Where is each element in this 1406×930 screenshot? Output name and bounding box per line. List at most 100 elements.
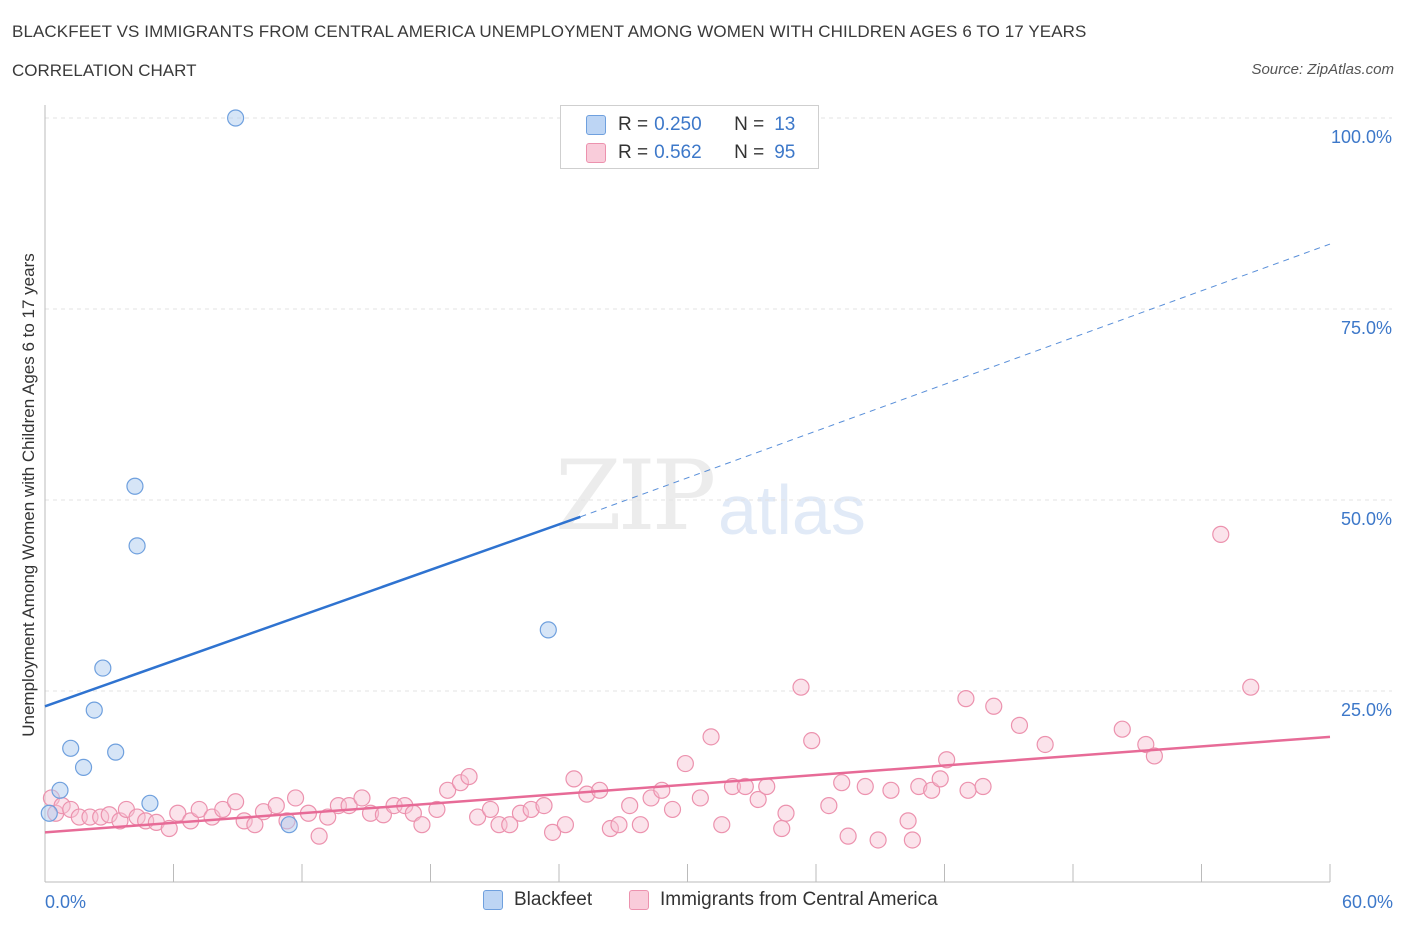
point-central-america — [428, 800, 446, 819]
point-central-america — [957, 690, 975, 708]
point-blackfeet — [94, 659, 112, 677]
point-central-america — [460, 767, 478, 786]
point-central-america — [713, 816, 731, 834]
point-central-america — [601, 819, 620, 838]
point-central-america — [773, 819, 791, 838]
point-central-america — [820, 796, 838, 815]
point-central-america — [543, 823, 562, 841]
point-blackfeet — [51, 781, 69, 799]
point-central-america — [522, 800, 540, 819]
point-central-america — [413, 816, 431, 834]
legend-swatch-central-america — [586, 143, 606, 163]
point-central-america — [856, 777, 874, 796]
point-central-america — [959, 781, 977, 799]
chart-title: BLACKFEET VS IMMIGRANTS FROM CENTRAL AME… — [12, 22, 1087, 41]
point-central-america — [985, 697, 1003, 715]
point-central-america — [903, 831, 921, 849]
y-tick-label: 100.0% — [1331, 127, 1392, 147]
point-central-america — [1137, 735, 1155, 754]
point-blackfeet — [62, 739, 80, 757]
trendline-blackfeet — [44, 515, 581, 708]
point-central-america — [353, 789, 371, 807]
legend-n-label: N = — [734, 142, 765, 163]
point-blackfeet — [40, 804, 58, 822]
legend-swatch-blackfeet — [586, 115, 606, 135]
point-central-america — [286, 789, 305, 807]
point-central-america — [910, 777, 928, 796]
y-tick-label: 25.0% — [1341, 700, 1392, 720]
point-blackfeet — [141, 794, 159, 812]
legend-swatch-blackfeet — [483, 890, 503, 910]
chart-subtitle: CORRELATION CHART — [12, 61, 197, 80]
point-central-america — [481, 800, 500, 819]
point-central-america — [749, 790, 767, 809]
point-central-america — [676, 754, 694, 773]
legend-r-value-blackfeet: 0.250 — [654, 114, 702, 135]
point-central-america — [451, 774, 470, 792]
point-blackfeet — [539, 621, 557, 639]
point-central-america — [310, 827, 328, 845]
point-central-america — [1036, 735, 1054, 754]
correlation-legend: R = 0.250 N = 13 R = 0.562 N = 95 — [560, 105, 819, 169]
point-blackfeet — [107, 743, 125, 761]
point-central-america — [702, 728, 720, 746]
point-blackfeet — [227, 109, 245, 127]
point-central-america — [653, 781, 671, 799]
y-tick-label: 75.0% — [1341, 318, 1392, 338]
trendline-blackfeet-extension — [580, 243, 1331, 518]
legend-r-value-central-america: 0.562 — [654, 142, 702, 163]
point-central-america — [190, 800, 208, 819]
legend-n-label: N = — [734, 114, 765, 135]
legend-n-value-blackfeet: 13 — [774, 114, 796, 135]
point-central-america — [556, 816, 575, 834]
point-central-america — [1010, 716, 1029, 734]
point-central-america — [631, 816, 649, 834]
point-blackfeet — [85, 701, 103, 719]
point-central-america — [319, 808, 337, 826]
point-blackfeet — [128, 537, 146, 555]
legend-row-blackfeet: R = 0.250 N = 13 — [586, 113, 795, 137]
point-central-america — [839, 827, 857, 845]
y-tick-label: 50.0% — [1341, 509, 1392, 529]
point-central-america — [931, 770, 949, 788]
legend-n-value-central-america: 95 — [774, 142, 796, 163]
point-central-america — [621, 796, 639, 815]
point-central-america — [803, 732, 821, 750]
point-central-america — [610, 816, 628, 834]
point-central-america — [578, 785, 596, 803]
point-central-america — [792, 678, 810, 696]
point-central-america — [974, 777, 992, 796]
point-central-america — [1145, 747, 1163, 765]
point-central-america — [267, 796, 285, 815]
point-central-america — [758, 777, 776, 796]
point-central-america — [663, 800, 682, 819]
point-central-america — [227, 793, 245, 811]
point-central-america — [214, 800, 232, 819]
legend-r-label: R = — [618, 114, 649, 135]
point-central-america — [923, 781, 941, 799]
source-credit: Source: ZipAtlas.com — [1251, 61, 1394, 78]
point-central-america — [535, 796, 553, 815]
watermark-atlas: atlas — [718, 471, 866, 549]
point-central-america — [501, 816, 519, 834]
x-tick-label: 0.0% — [45, 892, 86, 912]
point-blackfeet — [74, 758, 93, 777]
point-central-america — [1113, 720, 1131, 738]
legend-item-blackfeet: Blackfeet — [483, 889, 592, 911]
point-central-america — [938, 751, 956, 769]
point-central-america — [100, 806, 118, 824]
point-blackfeet — [126, 477, 144, 495]
watermark-zip: ZIP — [555, 440, 716, 552]
point-central-america — [777, 804, 795, 822]
point-central-america — [439, 781, 457, 799]
legend-swatch-central-america — [629, 890, 649, 910]
point-central-america — [869, 831, 887, 849]
point-central-america — [833, 774, 851, 792]
series-legend: Blackfeet Immigrants from Central Americ… — [0, 889, 1406, 915]
legend-label-blackfeet: Blackfeet — [514, 889, 593, 910]
legend-row-central-america: R = 0.562 N = 95 — [586, 141, 795, 165]
point-central-america — [691, 789, 709, 807]
point-central-america — [736, 777, 754, 796]
legend-item-central-america: Immigrants from Central America — [629, 889, 938, 911]
